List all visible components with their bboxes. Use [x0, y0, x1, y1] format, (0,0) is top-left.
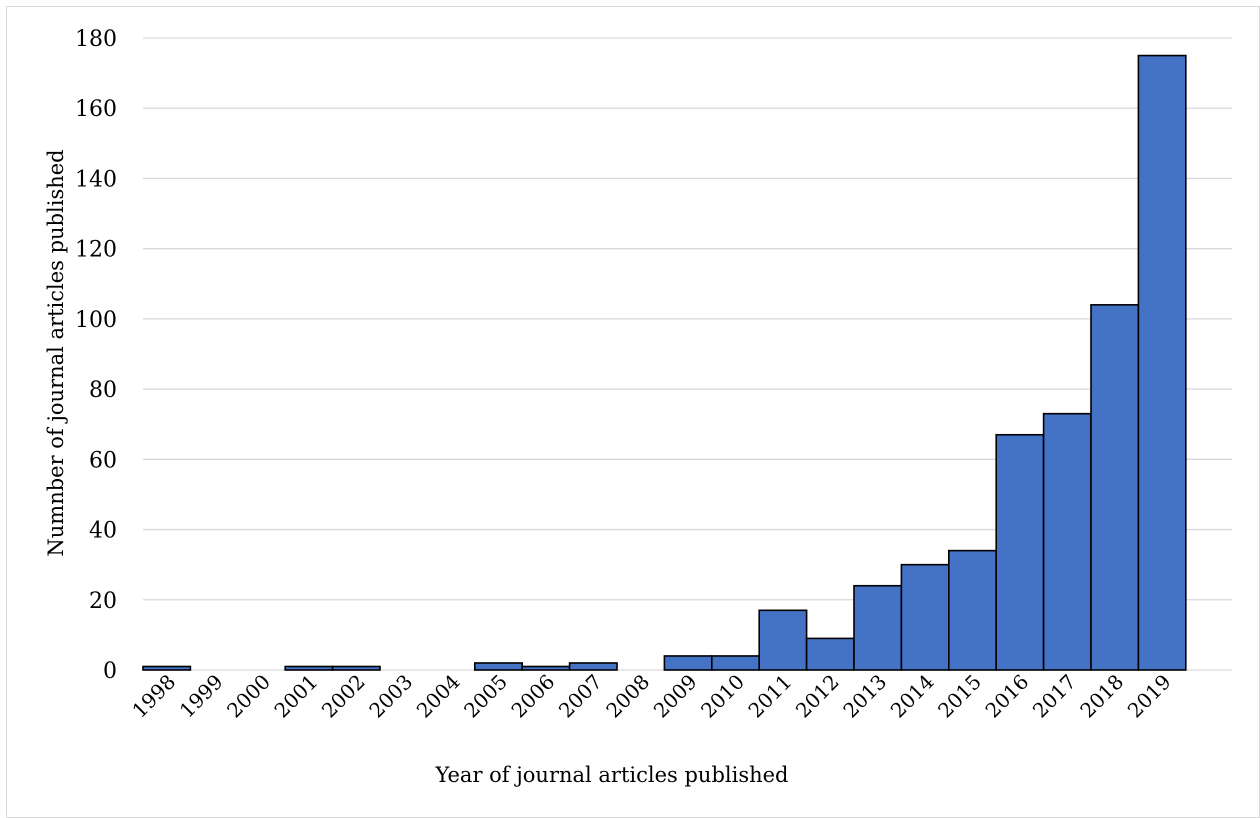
y-tick-label: 100 [75, 308, 117, 333]
y-tick-label: 180 [75, 27, 117, 52]
x-tick-label: 1998 [127, 670, 180, 723]
bar-2002 [331, 665, 381, 671]
bar-2005 [473, 662, 523, 671]
bar-2011 [758, 609, 808, 671]
bar-2018 [1090, 304, 1140, 671]
y-axis-ticks: 0 20 40 60 80 100 120 140 160 180 [75, 27, 117, 684]
bar-2016 [995, 433, 1045, 671]
bar-2015 [947, 549, 997, 671]
x-tick-label: 2014 [886, 670, 939, 723]
x-tick-label: 2010 [696, 670, 749, 723]
x-tick-label: 2008 [601, 670, 654, 723]
x-tick-label: 1999 [175, 670, 228, 723]
y-tick-label: 120 [75, 238, 117, 263]
bar-2007 [568, 662, 618, 671]
bar-2019 [1137, 54, 1187, 671]
x-tick-label: 2007 [554, 670, 607, 723]
x-tick-label: 2016 [980, 670, 1033, 723]
y-tick-label: 60 [89, 448, 117, 473]
x-tick-label: 2019 [1123, 670, 1176, 723]
bar-2001 [284, 665, 334, 671]
x-tick-label: 2006 [506, 670, 559, 723]
x-tick-label: 2003 [364, 670, 417, 723]
x-tick-label: 2015 [933, 670, 986, 723]
chart-frame [6, 6, 1260, 818]
x-tick-label: 2004 [412, 670, 465, 723]
y-tick-label: 20 [89, 589, 117, 614]
bar-2010 [710, 655, 760, 671]
bar-2017 [1042, 412, 1092, 671]
x-axis-title: Year of journal articles published [434, 763, 788, 787]
x-tick-label: 2009 [649, 670, 702, 723]
bar-2006 [521, 665, 571, 671]
bar-2013 [853, 584, 903, 671]
y-tick-label: 0 [103, 659, 117, 684]
x-tick-label: 2013 [838, 670, 891, 723]
x-tick-label: 2018 [1075, 670, 1128, 723]
y-axis-title: Numnber of journal articles published [44, 149, 68, 556]
bars [142, 54, 1187, 671]
y-tick-label: 140 [75, 167, 117, 192]
y-tick-label: 80 [89, 378, 117, 403]
x-tick-label: 2000 [222, 670, 275, 723]
x-tick-label: 2012 [791, 670, 844, 723]
bar-2012 [805, 637, 855, 671]
x-tick-label: 2005 [459, 670, 512, 723]
y-tick-label: 160 [75, 97, 117, 122]
bar-2014 [900, 563, 950, 671]
bar-2009 [663, 655, 713, 671]
x-tick-label: 2011 [743, 670, 796, 723]
bar-1998 [142, 665, 192, 671]
x-tick-label: 2017 [1028, 670, 1081, 723]
x-tick-label: 2002 [317, 670, 370, 723]
x-axis-ticks: 1998199920002001200220032004200520062007… [127, 670, 1175, 723]
x-tick-label: 2001 [269, 670, 322, 723]
y-tick-label: 40 [89, 519, 117, 544]
